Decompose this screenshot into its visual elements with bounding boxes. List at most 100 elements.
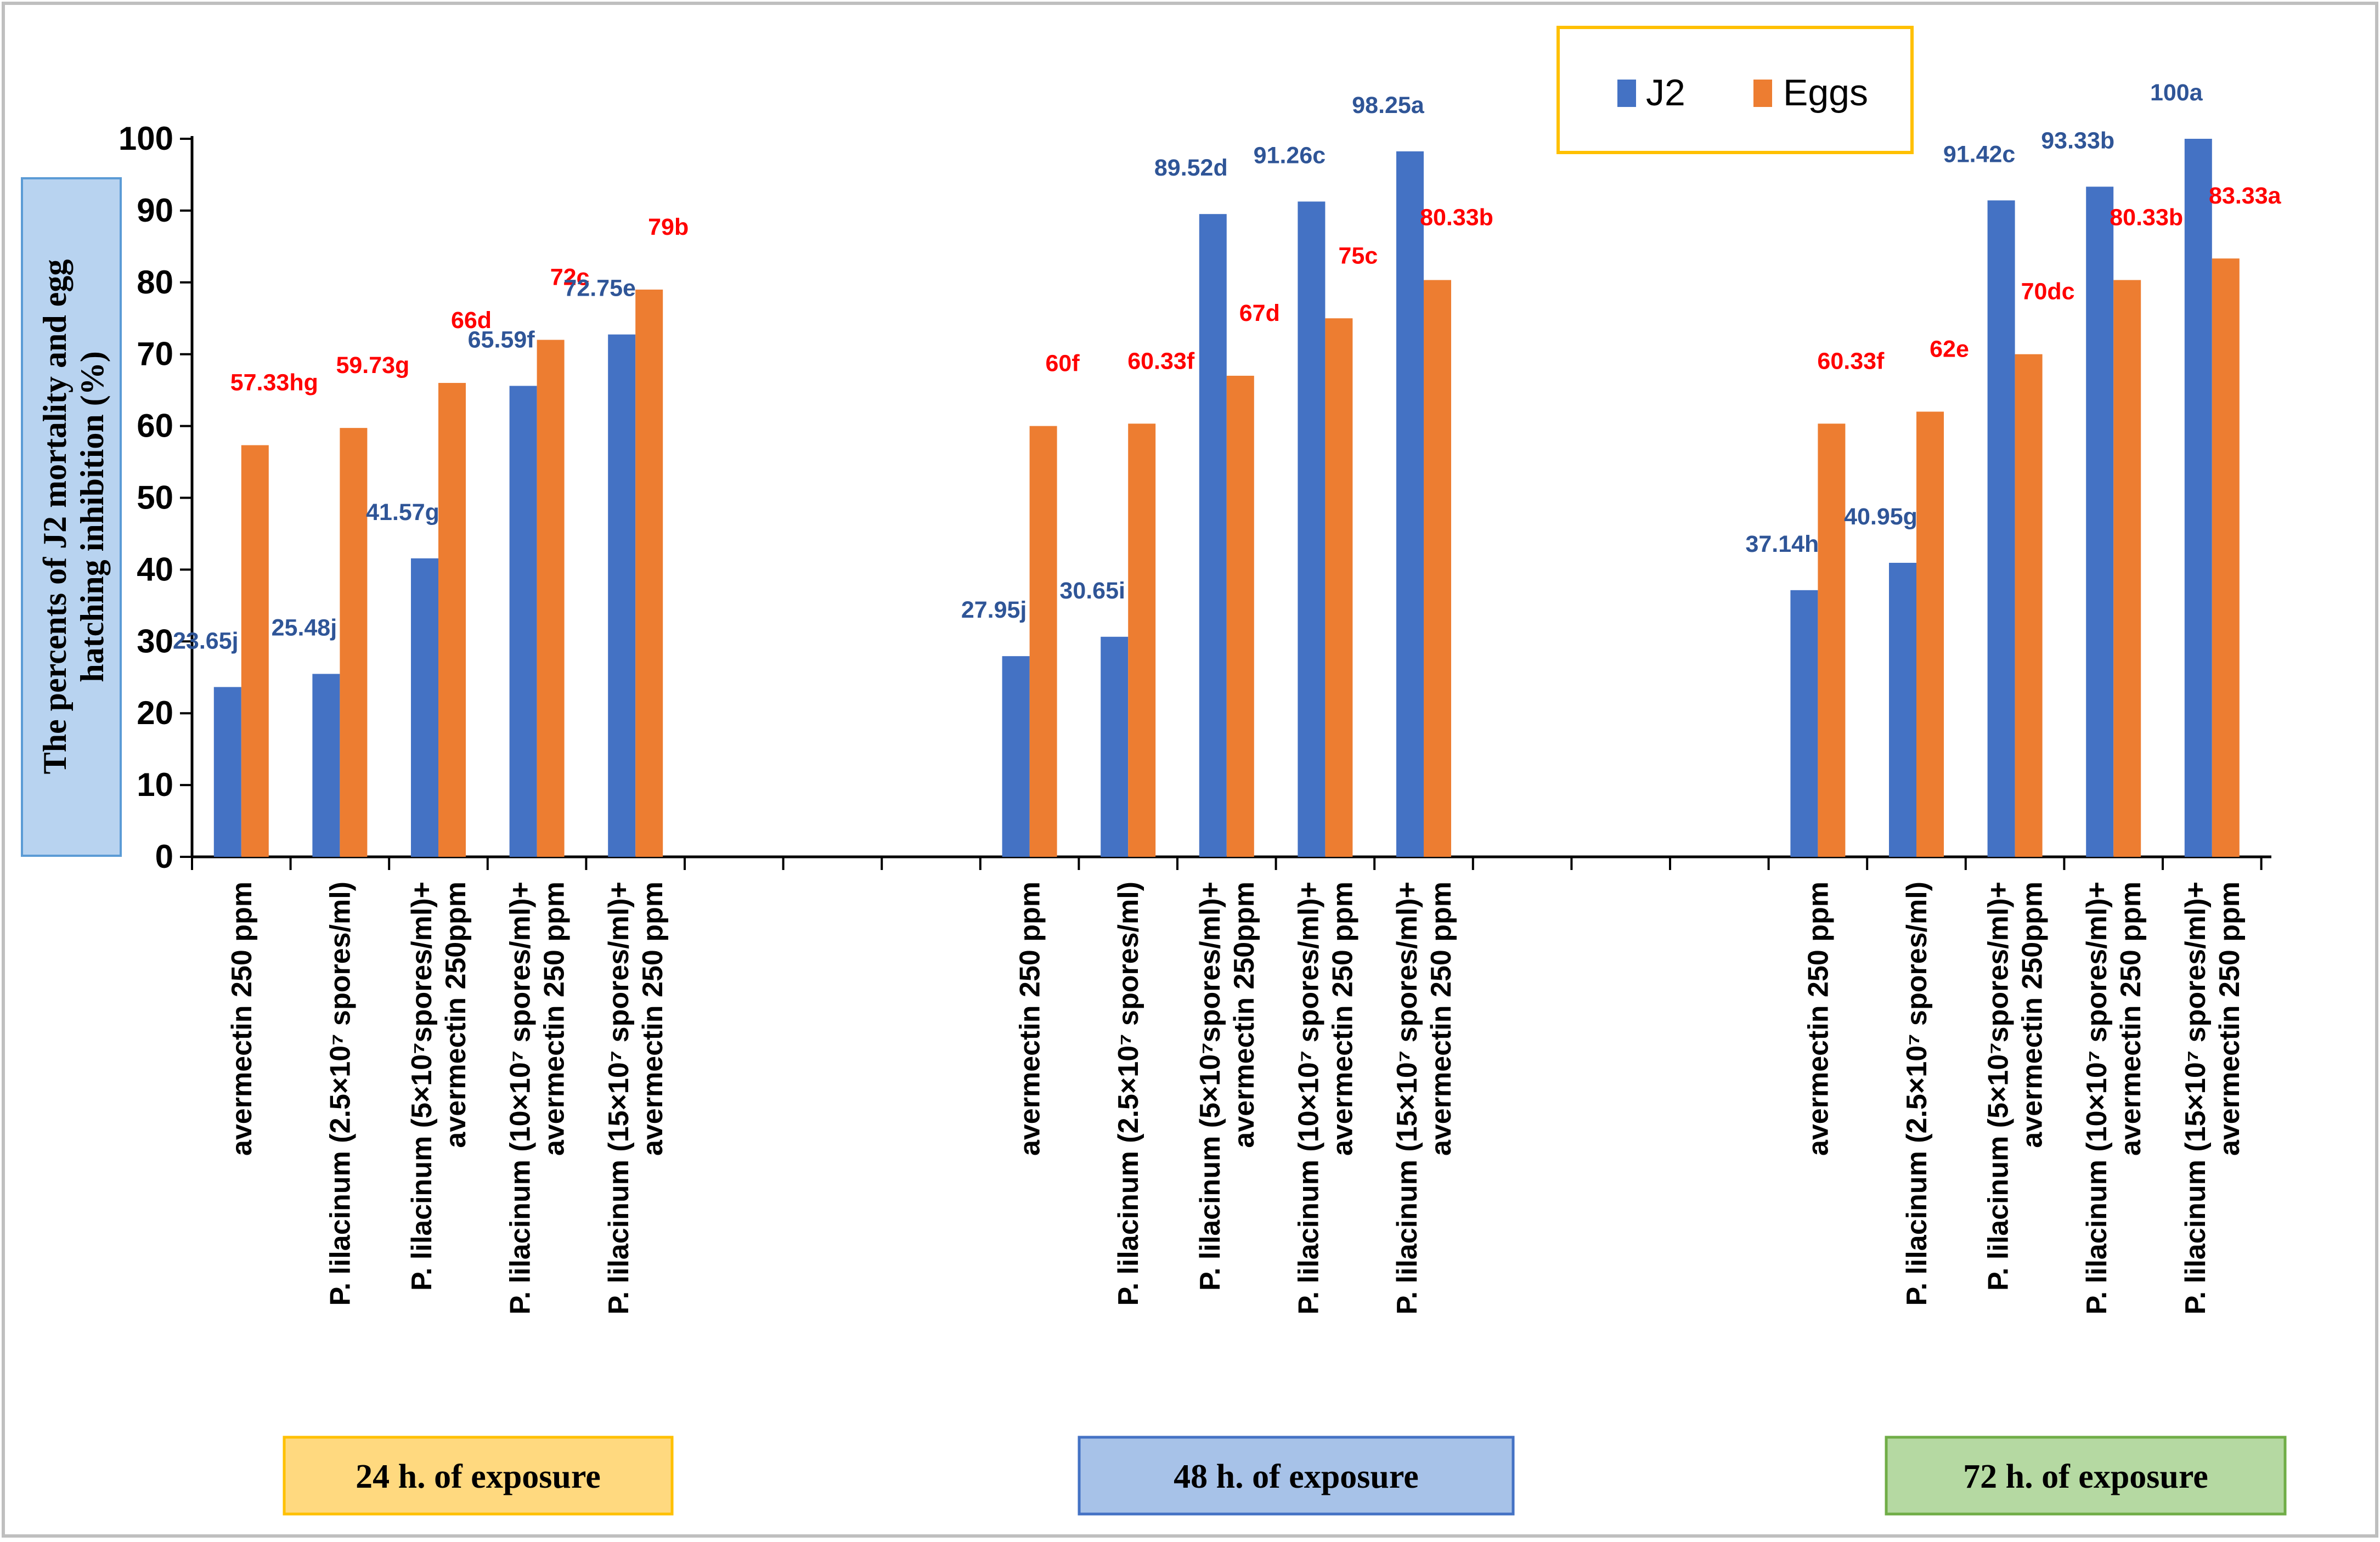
- bar-eggs: [635, 289, 663, 857]
- bar-j2: [1987, 200, 2015, 857]
- data-label-j2: 30.65i: [1059, 578, 1125, 604]
- group-label: 24 h. of exposure: [356, 1458, 601, 1495]
- category-label-line: P. lilacinum (5×10⁷spores/ml)+: [1983, 882, 2015, 1291]
- bar-j2: [608, 334, 636, 857]
- bars: [213, 139, 2240, 857]
- data-label-eggs: 60.33f: [1817, 348, 1885, 374]
- legend: J2 Eggs: [1556, 26, 1914, 154]
- bar-j2: [2184, 139, 2212, 857]
- y-tick-label: 100: [119, 120, 173, 157]
- bar-j2: [411, 558, 438, 857]
- bar-eggs: [1916, 411, 1944, 857]
- y-tick-label: 80: [137, 264, 173, 301]
- category-label: avermectin 250 ppm: [1802, 882, 1834, 1156]
- category-label-line: P. lilacinum (10×10⁷ spores/ml)+: [2081, 882, 2113, 1314]
- data-label-eggs: 57.33hg: [230, 370, 318, 396]
- data-label-eggs: 70dc: [2021, 279, 2075, 305]
- category-label-line: P. lilacinum (10×10⁷ spores/ml)+: [1293, 882, 1324, 1314]
- bar-j2: [213, 687, 241, 857]
- category-label-line: P. lilacinum (10×10⁷ spores/ml)+: [505, 882, 537, 1314]
- group-label: 48 h. of exposure: [1174, 1458, 1419, 1495]
- data-label-j2: 27.95j: [961, 597, 1027, 623]
- bar-j2: [1002, 656, 1030, 857]
- category-label-line: avermectin 250ppm: [2017, 882, 2049, 1148]
- category-label-line: avermectin 250 ppm: [539, 882, 571, 1156]
- y-tick-label: 50: [137, 479, 173, 516]
- data-label-j2: 37.14h: [1745, 531, 1819, 557]
- category-label: P. lilacinum (2.5×10⁷ spores/ml): [1113, 882, 1144, 1306]
- category-label: avermectin 250 ppm: [226, 882, 258, 1156]
- category-label-line: avermectin 250 ppm: [226, 882, 258, 1156]
- bar-j2: [1298, 201, 1326, 857]
- legend-box: [1556, 26, 1914, 154]
- category-label: avermectin 250 ppm: [1014, 882, 1046, 1156]
- bar-j2: [1396, 151, 1424, 857]
- category-label-line: P. lilacinum (2.5×10⁷ spores/ml): [1901, 882, 1933, 1306]
- category-label: P. lilacinum (10×10⁷ spores/ml)+ avermect…: [1293, 882, 1358, 1314]
- y-axis-label-box: [21, 177, 122, 857]
- category-label-line: avermectin 250 ppm: [1327, 882, 1358, 1156]
- legend-label-eggs: Eggs: [1783, 72, 1868, 114]
- bar-eggs: [340, 428, 368, 857]
- category-label-line: avermectin 250 ppm: [1014, 882, 1046, 1156]
- bar-j2: [509, 386, 537, 857]
- data-label-eggs: 60f: [1046, 351, 1080, 377]
- y-tick-label: 40: [137, 551, 173, 588]
- y-tick-label: 10: [137, 766, 173, 803]
- bar-eggs: [1325, 318, 1353, 857]
- data-label-j2: 98.25a: [1352, 92, 1425, 118]
- category-label-line: avermectin 250 ppm: [2115, 882, 2147, 1156]
- bar-j2: [1101, 636, 1129, 857]
- category-label-line: P. lilacinum (5×10⁷spores/ml)+: [1194, 882, 1226, 1291]
- category-label: P. lilacinum (15×10⁷ spores/ml)+ avermect…: [603, 882, 669, 1314]
- data-label-eggs: 80.33b: [2110, 204, 2183, 230]
- y-tick-label: 60: [137, 408, 173, 444]
- group-label: 72 h. of exposure: [1963, 1458, 2208, 1495]
- bar-eggs: [438, 383, 466, 857]
- data-label-eggs: 83.33a: [2209, 183, 2282, 209]
- category-label-line: avermectin 250 ppm: [2214, 882, 2246, 1156]
- bar-eggs: [2212, 258, 2240, 857]
- y-axis-label-group: The percents of J2 mortality and egg hat…: [21, 177, 122, 857]
- group-box: [1078, 1436, 1515, 1516]
- bar-eggs: [1424, 280, 1451, 857]
- y-axis-label-line-1: The percents of J2 mortality and egg: [37, 259, 73, 775]
- data-label-j2: 72.75e: [563, 275, 636, 302]
- data-label-j2: 100a: [2150, 80, 2203, 106]
- category-label: P. lilacinum (5×10⁷spores/ml)+ avermectin…: [406, 882, 472, 1291]
- data-label-eggs: 62e: [1930, 336, 1969, 362]
- category-label-line: avermectin 250ppm: [1228, 882, 1260, 1148]
- y-tick-label: 30: [137, 623, 173, 659]
- category-label-line: P. lilacinum (15×10⁷ spores/ml)+: [2180, 882, 2212, 1314]
- y-tick-label: 90: [137, 192, 173, 229]
- category-label-line: avermectin 250 ppm: [1802, 882, 1834, 1156]
- data-label-eggs: 79b: [648, 214, 689, 240]
- data-label-j2: 91.42c: [1943, 141, 2016, 167]
- bar-j2: [1199, 214, 1227, 857]
- bar-j2: [1790, 590, 1818, 857]
- y-tick-label: 70: [137, 336, 173, 372]
- data-label-eggs: 80.33b: [1420, 204, 1493, 230]
- bar-eggs: [1029, 426, 1057, 857]
- category-label: P. lilacinum (5×10⁷spores/ml)+ avermectin…: [1194, 882, 1260, 1291]
- data-label-j2: 91.26c: [1254, 142, 1326, 168]
- data-label-eggs: 75c: [1339, 242, 1378, 269]
- category-label-line: P. lilacinum (15×10⁷ spores/ml)+: [603, 882, 635, 1314]
- category-label-line: avermectin 250 ppm: [1425, 882, 1457, 1156]
- data-labels: 23.65j 57.33hg 25.48j 59.73g 41.57g 66d65.59f…: [173, 80, 2282, 654]
- category-label: P. lilacinum (2.5×10⁷ spores/ml): [324, 882, 356, 1306]
- group-box: [283, 1436, 674, 1516]
- y-axis-label-line-2: hatching inhibition (%): [74, 351, 110, 682]
- bar-j2: [312, 674, 340, 857]
- data-label-eggs: 66d: [451, 307, 492, 334]
- data-label-j2: 93.33b: [2041, 127, 2114, 154]
- data-label-j2: 65.59f: [468, 326, 535, 353]
- data-label-eggs: 60.33f: [1127, 348, 1195, 374]
- bar-eggs: [1128, 423, 1156, 857]
- category-label-line: P. lilacinum (5×10⁷spores/ml)+: [406, 882, 438, 1291]
- legend-swatch-j2: [1617, 80, 1636, 107]
- data-label-eggs: 67d: [1239, 300, 1280, 326]
